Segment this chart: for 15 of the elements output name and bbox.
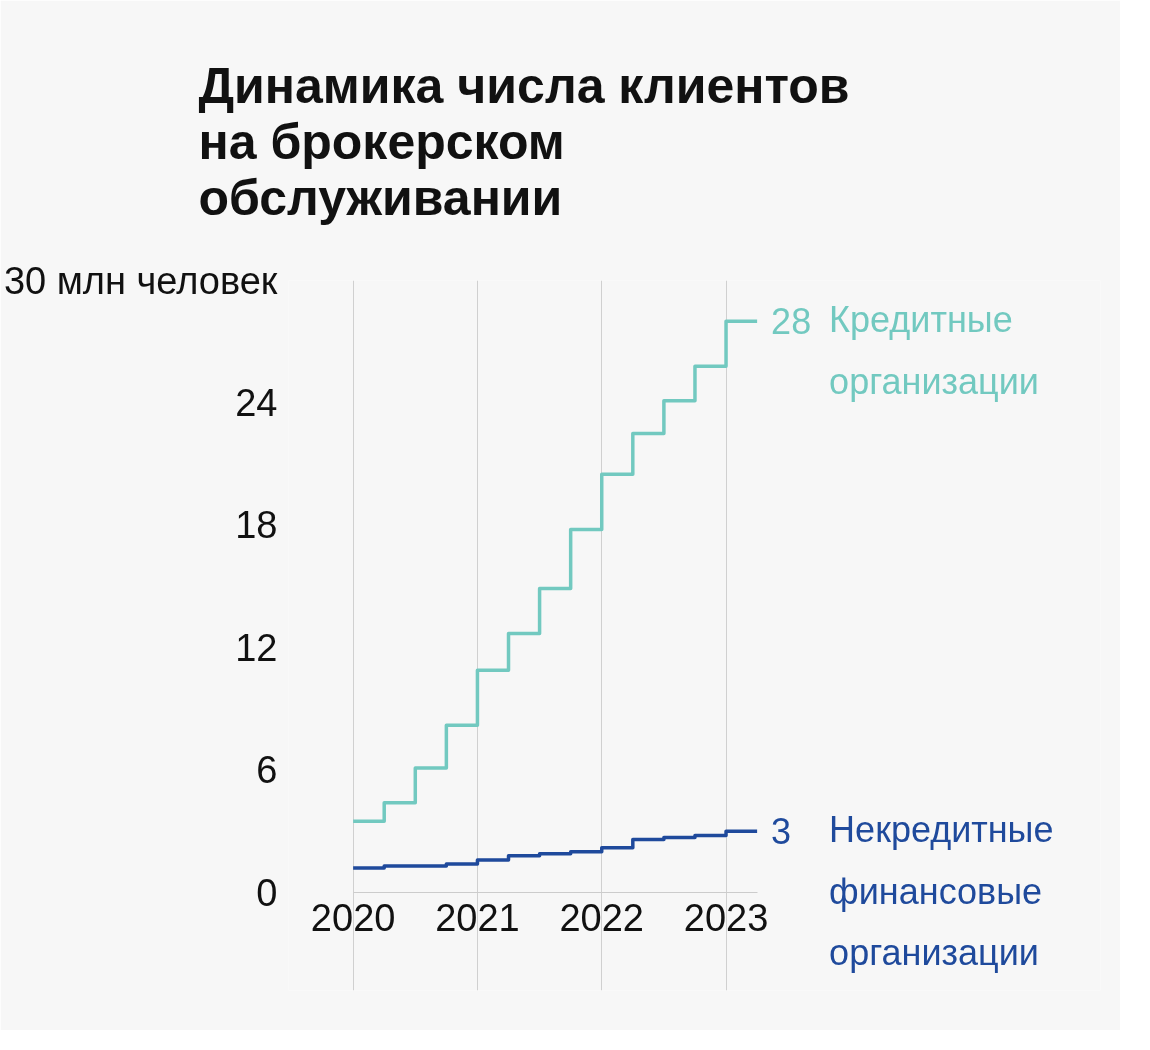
x-tick-label: 2021	[435, 896, 520, 939]
text: Кредитные организации	[829, 299, 1039, 402]
x-tick-label: 2020	[310, 896, 396, 939]
y-tick-label: 24	[235, 381, 278, 424]
x-tick-label: 2022	[559, 896, 645, 939]
y-tick-label: 18	[235, 504, 278, 547]
chart-title: Динамика числа клиентов на брокерском обслуживании	[198, 57, 850, 226]
y-tick-label: 12	[235, 626, 278, 669]
y-tick-label: 6	[256, 749, 278, 792]
data-label: 28	[771, 301, 812, 343]
text: Некредитные финансовые организации	[829, 809, 1054, 974]
data-label: 3	[771, 811, 792, 853]
y-tick-label: 30 млн человек	[3, 259, 278, 302]
x-tick-label: 2023	[683, 896, 769, 939]
y-tick-label: 0	[256, 871, 278, 914]
